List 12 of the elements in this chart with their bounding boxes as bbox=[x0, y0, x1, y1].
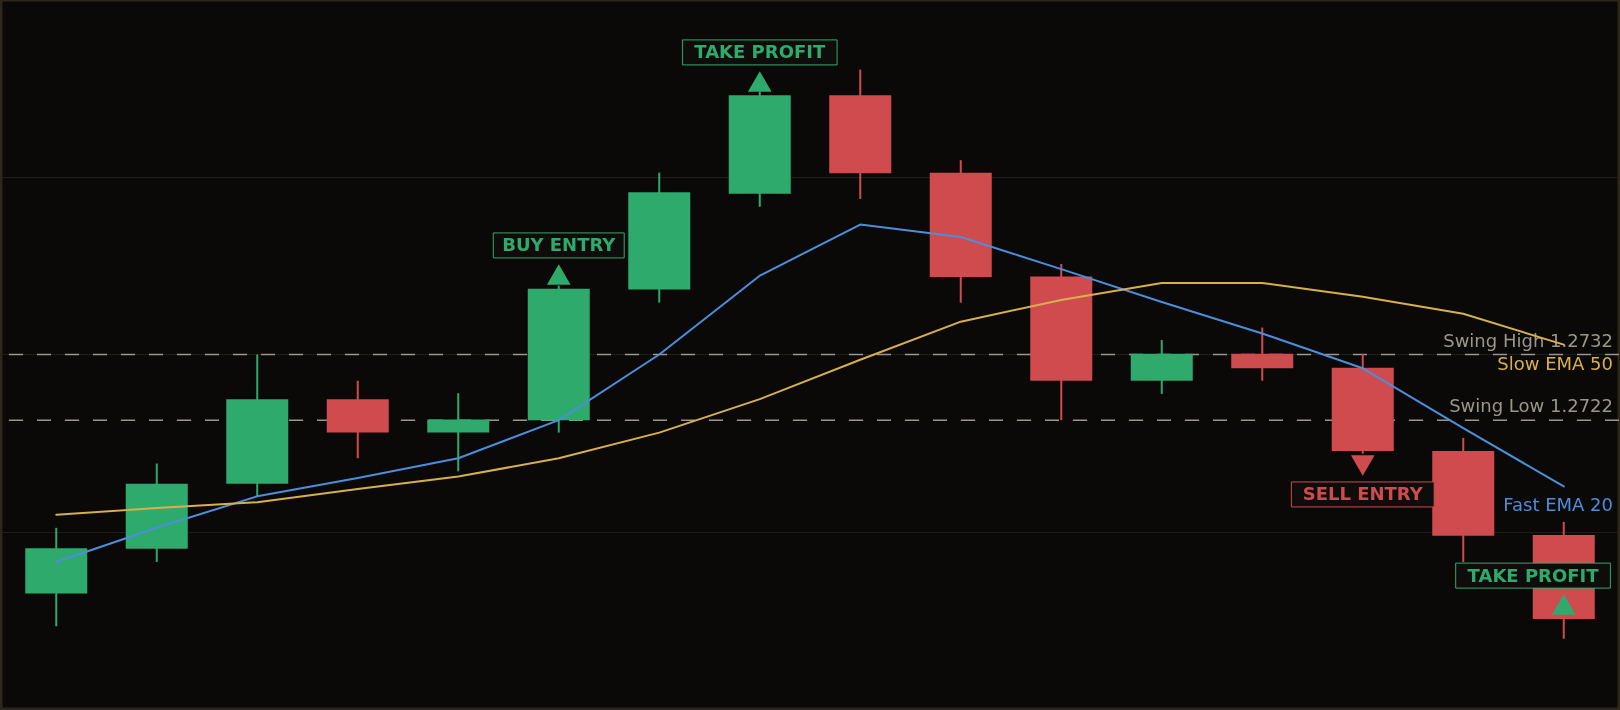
point bbox=[747, 71, 772, 92]
data-label: TAKE PROFIT bbox=[694, 41, 826, 63]
data-label: BUY ENTRY bbox=[502, 234, 617, 256]
point bbox=[1350, 455, 1375, 476]
data-label: SELL ENTRY bbox=[1302, 483, 1424, 505]
data-label: TAKE PROFIT bbox=[1467, 564, 1600, 586]
point bbox=[1551, 594, 1576, 615]
ref-line-label: Swing High 1.2732 bbox=[1443, 329, 1613, 351]
point bbox=[546, 264, 571, 285]
series-label: Slow EMA 50 bbox=[1497, 352, 1613, 374]
ref-line-label: Swing Low 1.2722 bbox=[1449, 395, 1613, 417]
series-label: Fast EMA 20 bbox=[1503, 494, 1613, 516]
